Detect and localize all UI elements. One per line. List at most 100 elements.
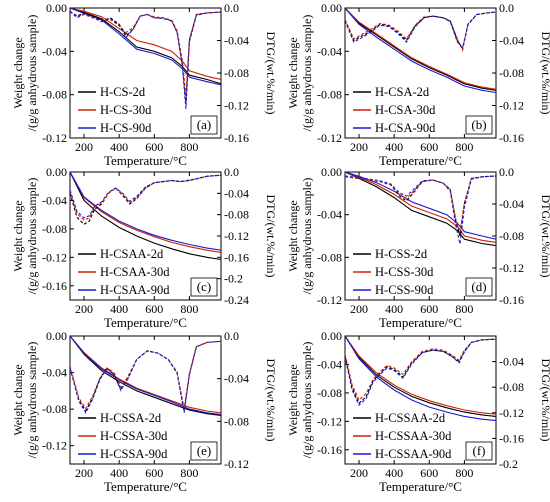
y-right-tick-label: -0.12 bbox=[499, 99, 524, 113]
y-left-axis-label-line: Weight change bbox=[286, 364, 300, 435]
legend-label: H-CSSA-30d bbox=[100, 429, 168, 443]
y-right-tick-label: -0.2 bbox=[224, 272, 243, 286]
legend-label: H-CSS-90d bbox=[375, 283, 434, 297]
y-left-tick-label: -0.08 bbox=[317, 250, 342, 264]
y-left-tick-label: -0.04 bbox=[317, 208, 342, 222]
y-left-axis-label-line: Weight change bbox=[11, 364, 25, 435]
x-tick-label: 600 bbox=[145, 302, 163, 316]
y-right-tick-label: -0.2 bbox=[499, 457, 518, 471]
tg-curve-30d bbox=[345, 8, 496, 90]
plot-area bbox=[70, 172, 221, 261]
dtg-curve-90d bbox=[70, 174, 221, 219]
panel-label-box bbox=[190, 441, 218, 461]
tg-curve-30d bbox=[70, 172, 221, 253]
y-right-tick-label: -0.08 bbox=[499, 229, 524, 243]
legend-label: H-CS-90d bbox=[100, 121, 152, 135]
x-tick-label: 200 bbox=[75, 466, 93, 480]
y-right-tick-label: 0.0 bbox=[224, 165, 239, 179]
y-left-tick-label: -0.12 bbox=[317, 131, 342, 145]
legend-label: H-CS-30d bbox=[100, 103, 152, 117]
y-right-tick-label: -0.12 bbox=[499, 261, 524, 275]
y-left-axis-label-line: Weight change bbox=[286, 37, 300, 108]
y-right-tick-label: -0.12 bbox=[224, 457, 249, 471]
y-right-axis-label: DTG/(wt.%/min) bbox=[539, 32, 550, 115]
plot-frame bbox=[69, 335, 222, 465]
panel-label-box bbox=[465, 441, 493, 461]
dtg-curve-2d bbox=[70, 10, 221, 104]
dtg-curve-2d bbox=[345, 175, 496, 237]
plot-area bbox=[70, 336, 221, 417]
y-left-axis-label-line: /(g/g anhydrous sample) bbox=[25, 342, 39, 459]
tg-curve-2d bbox=[345, 172, 496, 247]
y-left-tick-label: 0.00 bbox=[321, 165, 342, 179]
y-left-tick-label: -0.12 bbox=[42, 439, 67, 453]
y-left-tick-label: -0.12 bbox=[317, 414, 342, 428]
x-tick-label: 800 bbox=[180, 140, 198, 154]
x-tick-label: 400 bbox=[385, 140, 403, 154]
legend-label: H-CSSAA-30d bbox=[375, 429, 452, 443]
legend-label: H-CSS-2d bbox=[375, 247, 428, 261]
x-axis-label: Temperature/°C bbox=[104, 479, 187, 494]
dtg-curve-30d bbox=[70, 10, 221, 96]
x-tick-label: 600 bbox=[145, 140, 163, 154]
y-left-axis-label: Weight change/(g/g anhydrous sample) bbox=[11, 178, 39, 295]
dtg-curve-30d bbox=[345, 175, 496, 233]
y-right-tick-label: -0.16 bbox=[499, 131, 524, 145]
tg-curve-90d bbox=[345, 336, 496, 422]
y-left-tick-label: -0.08 bbox=[317, 88, 342, 102]
legend-label: H-CSAA-30d bbox=[100, 265, 170, 279]
legend-label: H-CSSA-2d bbox=[100, 411, 162, 425]
x-axis-label: Temperature/°C bbox=[379, 479, 462, 494]
y-left-axis-label-line: /(g/g anhydrous sample) bbox=[300, 15, 314, 132]
dtg-curve-30d bbox=[70, 174, 221, 221]
panel-label: (b) bbox=[465, 115, 493, 135]
y-left-tick-label: -0.04 bbox=[42, 44, 67, 58]
panel-label: (e) bbox=[190, 441, 218, 461]
tg-curve-2d bbox=[70, 8, 221, 85]
x-tick-label: 200 bbox=[350, 466, 368, 480]
y-right-tick-label: -0.16 bbox=[499, 293, 524, 307]
y-left-axis-label: Weight change/(g/g anhydrous sample) bbox=[286, 15, 314, 132]
x-tick-label: 600 bbox=[420, 140, 438, 154]
legend-label: H-CSA-30d bbox=[375, 103, 436, 117]
panel-label-text: (e) bbox=[197, 443, 211, 458]
y-right-axis-label: DTG/(wt.%/min) bbox=[539, 359, 550, 442]
y-right-tick-label: 0.0 bbox=[224, 1, 239, 15]
x-tick-label: 800 bbox=[455, 302, 473, 316]
x-tick-label: 800 bbox=[455, 140, 473, 154]
x-axis-label: Temperature/°C bbox=[104, 153, 187, 168]
tg-curve-30d bbox=[345, 336, 496, 415]
y-left-axis-label-line: /(g/g anhydrous sample) bbox=[25, 178, 39, 295]
y-right-tick-label: -0.08 bbox=[499, 380, 524, 394]
y-right-tick-label: -0.04 bbox=[224, 186, 249, 200]
plot-area bbox=[345, 8, 496, 94]
y-right-tick-label: -0.04 bbox=[224, 34, 249, 48]
tg-curve-90d bbox=[70, 336, 221, 416]
panel-label: (c) bbox=[190, 277, 218, 297]
y-left-axis-label-line: Weight change bbox=[286, 200, 300, 271]
panel-label-box bbox=[465, 277, 493, 297]
x-axis-label: Temperature/°C bbox=[104, 315, 187, 330]
y-left-tick-label: -0.12 bbox=[42, 131, 67, 145]
y-left-axis-label: Weight change/(g/g anhydrous sample) bbox=[286, 178, 314, 295]
x-axis-label: Temperature/°C bbox=[379, 153, 462, 168]
tg-curve-90d bbox=[70, 172, 221, 251]
x-axis-label: Temperature/°C bbox=[379, 315, 462, 330]
y-left-tick-label: -0.08 bbox=[42, 88, 67, 102]
y-right-tick-label: 0.0 bbox=[499, 1, 514, 15]
plot-area bbox=[70, 8, 221, 109]
dtg-curve-90d bbox=[70, 340, 221, 414]
y-left-tick-label: -0.08 bbox=[42, 402, 67, 416]
y-left-tick-label: -0.16 bbox=[42, 279, 67, 293]
y-left-axis-label-line: Weight change bbox=[11, 37, 25, 108]
tg-curve-30d bbox=[70, 336, 221, 414]
y-left-tick-label: 0.00 bbox=[46, 165, 67, 179]
y-right-tick-label: 0.0 bbox=[224, 329, 239, 343]
y-left-tick-label: 0.00 bbox=[321, 1, 342, 15]
x-tick-label: 200 bbox=[75, 140, 93, 154]
